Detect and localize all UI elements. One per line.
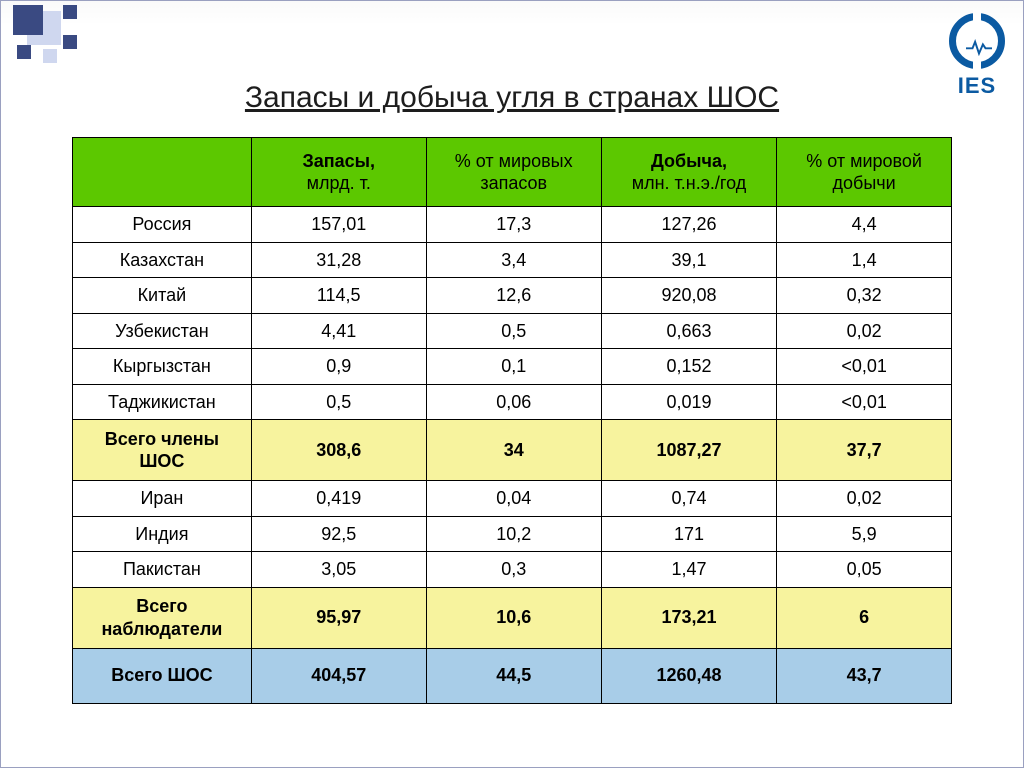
cell: 171: [601, 516, 776, 552]
cell: 0,152: [601, 349, 776, 385]
cell-country: Всего члены ШОС: [73, 420, 252, 481]
table-row: Россия 157,01 17,3 127,26 4,4: [73, 207, 952, 243]
cell: 95,97: [251, 587, 426, 648]
logo-bars-icon: [949, 99, 1005, 147]
cell: 0,32: [777, 278, 952, 314]
col-country: [73, 138, 252, 207]
cell: 404,57: [251, 648, 426, 703]
cell-country: Кыргызстан: [73, 349, 252, 385]
cell-country: Всего ШОС: [73, 648, 252, 703]
col-production: Добыча, млн. т.н.э./год: [601, 138, 776, 207]
cell: 4,41: [251, 313, 426, 349]
cell: 0,419: [251, 481, 426, 517]
cell: <0,01: [777, 349, 952, 385]
cell: 308,6: [251, 420, 426, 481]
table-row: Кыргызстан 0,9 0,1 0,152 <0,01: [73, 349, 952, 385]
slide: IES Запасы и добыча угля в странах ШОС З…: [0, 0, 1024, 768]
cell: 114,5: [251, 278, 426, 314]
cell: 0,04: [426, 481, 601, 517]
cell: 0,9: [251, 349, 426, 385]
cell: 17,3: [426, 207, 601, 243]
cell: 173,21: [601, 587, 776, 648]
cell: 157,01: [251, 207, 426, 243]
table-header-row: Запасы, млрд. т. % от мировых запасов До…: [73, 138, 952, 207]
cell-country: Всего наблюдатели: [73, 587, 252, 648]
cell: 1,47: [601, 552, 776, 588]
cell-country: Узбекистан: [73, 313, 252, 349]
cell: 0,019: [601, 384, 776, 420]
cell-country: Иран: [73, 481, 252, 517]
cell: 0,05: [777, 552, 952, 588]
table-row: Китай 114,5 12,6 920,08 0,32: [73, 278, 952, 314]
cell: 0,5: [426, 313, 601, 349]
cell: 127,26: [601, 207, 776, 243]
cell: 920,08: [601, 278, 776, 314]
table-row: Казахстан 31,28 3,4 39,1 1,4: [73, 242, 952, 278]
cell: 0,06: [426, 384, 601, 420]
cell: 0,02: [777, 481, 952, 517]
cell: 34: [426, 420, 601, 481]
slide-title: Запасы и добыча угля в странах ШОС: [1, 1, 1023, 137]
cell-country: Китай: [73, 278, 252, 314]
table-total-row: Всего ШОС 404,57 44,5 1260,48 43,7: [73, 648, 952, 703]
cell: 1260,48: [601, 648, 776, 703]
cell-country: Пакистан: [73, 552, 252, 588]
cell: 0,663: [601, 313, 776, 349]
cell: 12,6: [426, 278, 601, 314]
cell: 1,4: [777, 242, 952, 278]
coal-table: Запасы, млрд. т. % от мировых запасов До…: [72, 137, 952, 704]
cell: 92,5: [251, 516, 426, 552]
table-row: Индия 92,5 10,2 171 5,9: [73, 516, 952, 552]
cell: 1087,27: [601, 420, 776, 481]
cell: 0,5: [251, 384, 426, 420]
cell: 31,28: [251, 242, 426, 278]
table-subtotal-row: Всего члены ШОС 308,6 34 1087,27 37,7: [73, 420, 952, 481]
cell: 5,9: [777, 516, 952, 552]
cell: 43,7: [777, 648, 952, 703]
cell: 6: [777, 587, 952, 648]
ies-logo: IES: [949, 13, 1005, 147]
table-row: Иран 0,419 0,04 0,74 0,02: [73, 481, 952, 517]
cell: 37,7: [777, 420, 952, 481]
logo-text: IES: [949, 73, 1005, 99]
cell-country: Казахстан: [73, 242, 252, 278]
col-production-pct: % от мировой добычи: [777, 138, 952, 207]
cell: 10,2: [426, 516, 601, 552]
cell: 0,1: [426, 349, 601, 385]
cell: <0,01: [777, 384, 952, 420]
cell: 4,4: [777, 207, 952, 243]
cell-country: Индия: [73, 516, 252, 552]
cell: 0,02: [777, 313, 952, 349]
cell: 0,3: [426, 552, 601, 588]
cell: 44,5: [426, 648, 601, 703]
table-subtotal-row: Всего наблюдатели 95,97 10,6 173,21 6: [73, 587, 952, 648]
cell: 3,4: [426, 242, 601, 278]
cell: 0,74: [601, 481, 776, 517]
table-row: Пакистан 3,05 0,3 1,47 0,05: [73, 552, 952, 588]
col-reserves: Запасы, млрд. т.: [251, 138, 426, 207]
cell: 3,05: [251, 552, 426, 588]
cell: 39,1: [601, 242, 776, 278]
cell-country: Россия: [73, 207, 252, 243]
cell: 10,6: [426, 587, 601, 648]
table-row: Узбекистан 4,41 0,5 0,663 0,02: [73, 313, 952, 349]
cell-country: Таджикистан: [73, 384, 252, 420]
table-row: Таджикистан 0,5 0,06 0,019 <0,01: [73, 384, 952, 420]
col-reserves-pct: % от мировых запасов: [426, 138, 601, 207]
